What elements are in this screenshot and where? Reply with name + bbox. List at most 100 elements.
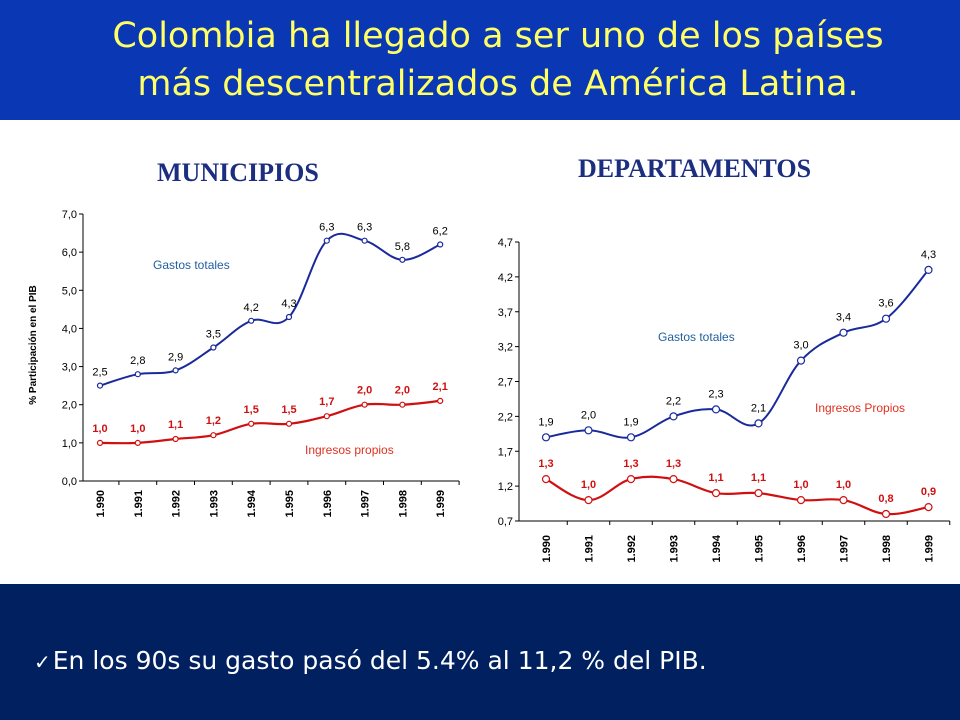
data-label: 1,0 [836,479,851,491]
data-label: 0,9 [921,486,936,498]
data-point [584,496,593,505]
data-label: 4,3 [281,298,296,310]
data-point [669,412,678,421]
data-point [711,405,721,414]
page-title: Colombia ha llegado a ser uno de los paí… [0,12,960,108]
data-point [669,475,678,484]
data-point [172,367,179,374]
data-label: 1,0 [92,423,107,435]
y-tick-label: 1,2 [498,481,513,493]
data-label: 2,0 [395,385,410,397]
x-tick-label: 1.994 [711,534,723,562]
data-point [924,265,933,274]
data-label: 1,2 [206,415,221,427]
data-label: 3,5 [206,329,221,341]
y-tick-label: 1,7 [498,446,513,458]
x-tick-label: 1.996 [322,490,334,518]
x-tick-label: 1.993 [669,535,681,563]
chart-departamentos: 0,7 1,2 1,7 2,2 2,7 3,2 3,7 4,2 4,7 1.990 1.991 1.9… [498,237,951,563]
data-label: 3,0 [793,340,808,352]
data-label: 2,9 [168,351,183,363]
data-point [796,356,806,365]
x-tick-label: 1.990 [95,490,107,518]
x-tick-label: 1.998 [397,490,409,518]
bullet-point: ✓En los 90s su gasto pasó del 5.4% al 11… [34,641,707,682]
y-tick-label: 4,0 [62,323,77,335]
data-label: 1,1 [708,472,723,484]
data-point [96,382,104,389]
x-tick-label: 1.992 [171,490,183,518]
data-point [285,420,293,427]
y-tick-label: 4,2 [498,272,513,284]
title-line-1: Colombia ha llegado a ser uno de los paí… [112,16,884,56]
series-line-ingresos [99,399,441,445]
data-label: 2,1 [751,402,766,414]
data-point [172,435,179,443]
x-tick-label: 1.999 [435,490,447,518]
data-point [323,237,330,244]
y-tick-label: 0,0 [62,476,77,488]
data-point [285,313,293,321]
bullet-text: En los 90s su gasto pasó del 5.4% al 11,… [52,646,707,675]
data-point [134,371,141,378]
data-label: 1,9 [538,416,553,428]
data-label: 1,0 [793,479,808,491]
x-tick-label: 1.992 [626,535,638,563]
data-label: 0,8 [878,493,893,505]
data-label: 2,2 [666,395,681,407]
x-tick-label: 1.991 [133,490,145,518]
data-point [399,256,406,263]
data-point [584,426,593,435]
data-point [881,509,891,519]
data-label: 3,6 [878,298,893,310]
y-axis-label: % Participación en el PIB [28,285,39,404]
y-tick-label: 3,7 [498,307,513,319]
data-label: 1,7 [319,396,334,408]
data-label: 4,2 [244,302,259,314]
data-point [541,433,551,442]
data-label: 5,8 [395,241,410,253]
x-tick-label: 1.993 [208,490,220,518]
data-label: 1,0 [581,479,596,491]
y-tick-label: 4,7 [498,237,513,249]
data-label: 1,5 [244,404,259,416]
x-tick-label: 1.991 [584,535,596,563]
data-point [361,237,368,244]
data-label: 2,3 [708,388,723,400]
data-point [248,317,255,324]
data-point [437,397,444,404]
data-point [541,475,551,484]
data-point [437,241,444,248]
x-tick-label: 1.995 [284,490,296,518]
chart-municipios: 0,0 1,0 2,0 3,0 4,0 5,0 6,0 7,0 1.990 1.991 1.992 1… [28,209,460,518]
data-label: 1,3 [538,458,553,470]
y-tick-label: 2,2 [498,411,513,423]
data-point [796,496,806,505]
data-point [711,489,721,498]
data-label: 6,2 [433,226,448,238]
data-point [881,314,891,323]
check-icon: ✓ [34,650,51,674]
x-tick-label: 1.994 [246,489,258,517]
chart-title-departamentos: DEPARTAMENTOS [578,154,812,183]
data-label: 2,8 [130,355,145,367]
data-label: 1,9 [623,416,638,428]
data-point [248,420,255,427]
data-point [96,439,104,446]
y-tick-label: 3,0 [62,362,77,374]
data-point [134,439,141,446]
title-bar: Colombia ha llegado a ser uno de los paí… [0,0,960,120]
data-label: 6,3 [319,222,334,234]
data-point [754,489,763,498]
data-point [399,401,406,408]
data-label: 2,1 [433,381,448,393]
data-label: 2,0 [581,409,596,421]
data-label: 1,5 [281,404,296,416]
data-label: 1,3 [623,458,638,470]
y-tick-label: 5,0 [62,285,77,297]
data-label: 1,1 [751,472,766,484]
data-point [323,413,330,420]
data-point [210,432,217,439]
x-tick-label: 1.997 [360,490,372,518]
x-tick-label: 1.998 [881,535,893,563]
